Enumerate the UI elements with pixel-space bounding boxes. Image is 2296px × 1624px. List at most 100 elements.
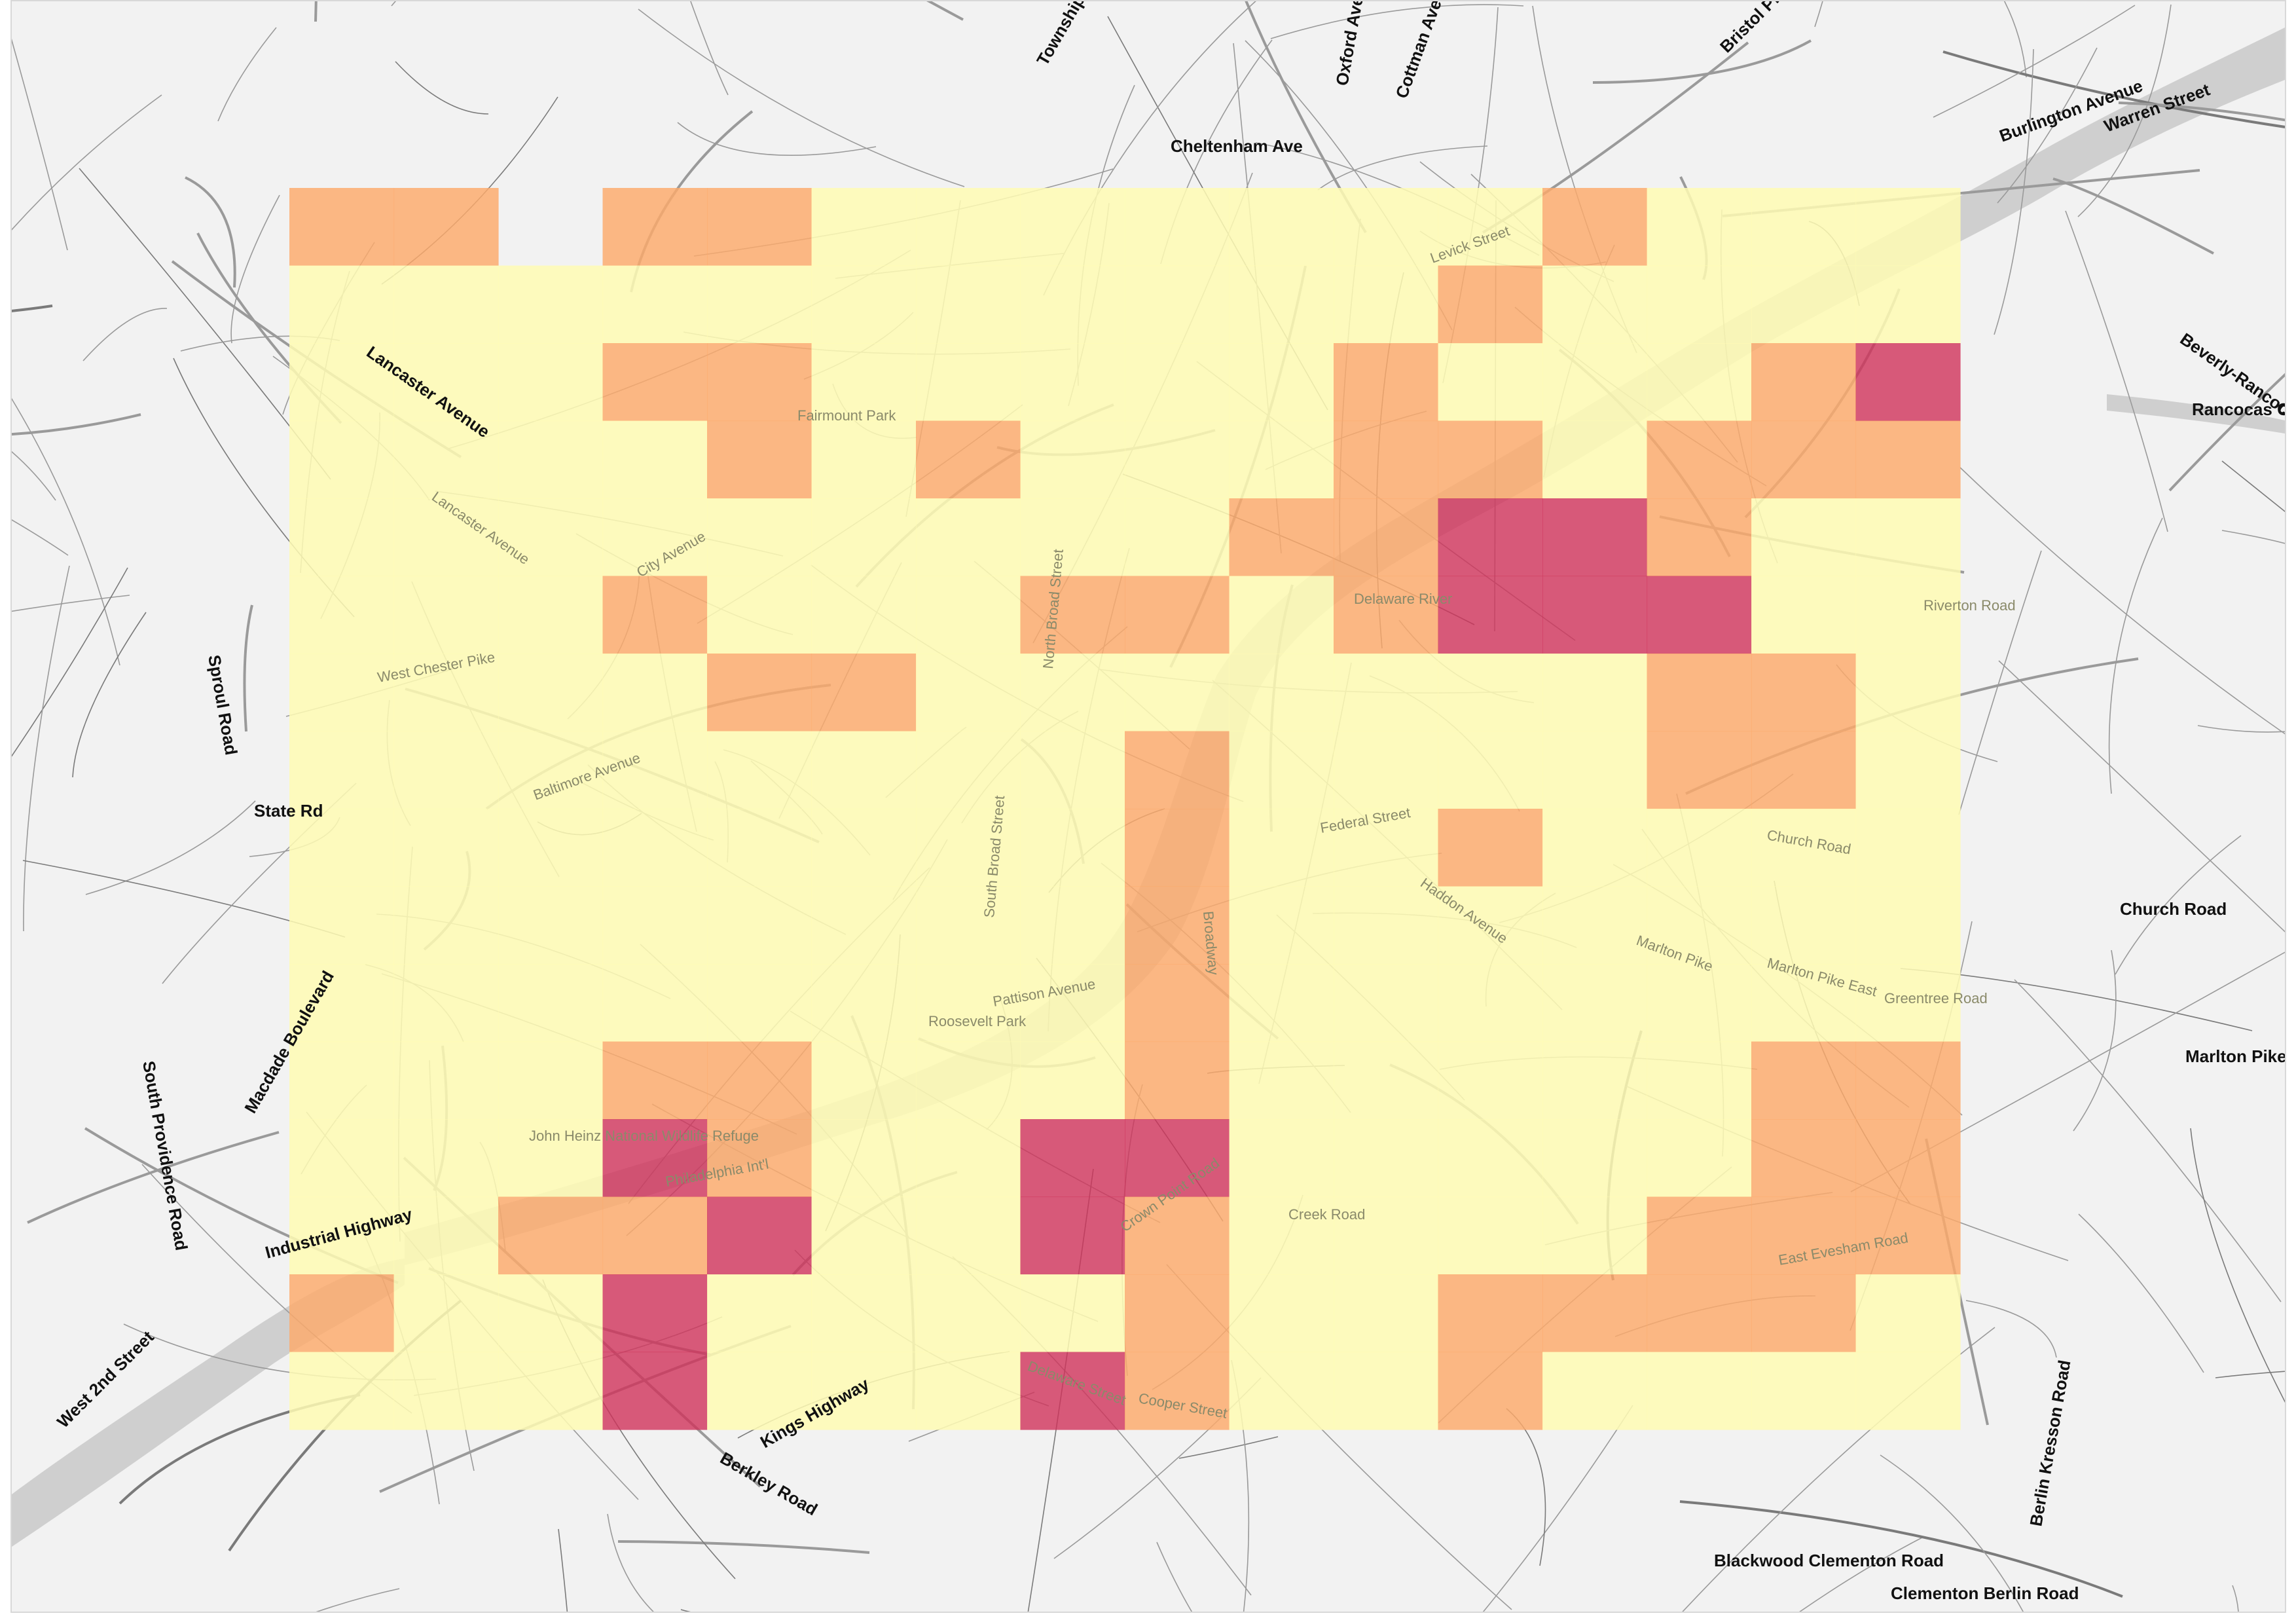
heatmap-cell-level-2[interactable] bbox=[1855, 1041, 1961, 1120]
heatmap-cell-level-1[interactable] bbox=[393, 809, 499, 887]
heatmap-cell-level-1[interactable] bbox=[393, 1041, 499, 1120]
heatmap-cell-level-1[interactable] bbox=[811, 265, 917, 344]
heatmap-cell-level-1[interactable] bbox=[1334, 188, 1439, 267]
heatmap-cell-level-1[interactable] bbox=[1542, 964, 1648, 1043]
heatmap-cell-level-1[interactable] bbox=[1229, 188, 1334, 267]
heatmap-cell-level-2[interactable] bbox=[1855, 1196, 1961, 1275]
heatmap-cell-level-1[interactable] bbox=[498, 343, 604, 422]
heatmap-cell-level-1[interactable] bbox=[811, 964, 917, 1043]
heatmap-cell-level-1[interactable] bbox=[811, 1119, 917, 1198]
heatmap-cell-level-1[interactable] bbox=[393, 265, 499, 344]
heatmap-cell-level-3[interactable] bbox=[1020, 1196, 1125, 1275]
heatmap-cell-level-1[interactable] bbox=[916, 809, 1021, 887]
heatmap-cell-level-1[interactable] bbox=[1647, 343, 1752, 422]
heatmap-cell-level-1[interactable] bbox=[1542, 420, 1648, 499]
heatmap-cell-level-1[interactable] bbox=[916, 964, 1021, 1043]
heatmap-cell-level-2[interactable] bbox=[1855, 420, 1961, 499]
heatmap-cell-level-1[interactable] bbox=[1334, 1196, 1439, 1275]
heatmap-cell-level-1[interactable] bbox=[1334, 1274, 1439, 1353]
heatmap-cell-level-1[interactable] bbox=[393, 1196, 499, 1275]
heatmap-cell-level-3[interactable] bbox=[602, 1119, 708, 1198]
heatmap-cell-level-1[interactable] bbox=[1438, 964, 1543, 1043]
heatmap-cell-level-1[interactable] bbox=[916, 886, 1021, 965]
heatmap-cell-level-3[interactable] bbox=[1020, 1119, 1125, 1198]
heatmap-cell-level-1[interactable] bbox=[1542, 265, 1648, 344]
heatmap-cell-level-2[interactable] bbox=[1438, 809, 1543, 887]
heatmap-cell-level-3[interactable] bbox=[602, 1352, 708, 1430]
heatmap-cell-level-2[interactable] bbox=[1334, 576, 1439, 654]
heatmap-cell-level-2[interactable] bbox=[1438, 1352, 1543, 1430]
heatmap-cell-level-1[interactable] bbox=[1647, 964, 1752, 1043]
heatmap-cell-level-2[interactable] bbox=[707, 420, 812, 499]
heatmap-cell-level-1[interactable] bbox=[1334, 1352, 1439, 1430]
heatmap-cell-level-1[interactable] bbox=[1542, 343, 1648, 422]
heatmap-cell-level-1[interactable] bbox=[1542, 1119, 1648, 1198]
heatmap-cell-level-2[interactable] bbox=[1334, 343, 1439, 422]
heatmap-cell-level-1[interactable] bbox=[811, 498, 917, 577]
heatmap-cell-level-1[interactable] bbox=[1855, 1274, 1961, 1353]
heatmap-cell-level-1[interactable] bbox=[707, 886, 812, 965]
heatmap-cell-level-1[interactable] bbox=[498, 498, 604, 577]
heatmap-cell-level-1[interactable] bbox=[498, 265, 604, 344]
heatmap-cell-level-2[interactable] bbox=[1855, 1119, 1961, 1198]
heatmap-cell-level-2[interactable] bbox=[1542, 188, 1648, 267]
heatmap-cell-level-1[interactable] bbox=[1438, 188, 1543, 267]
heatmap-cell-level-1[interactable] bbox=[1751, 809, 1857, 887]
heatmap-cell-level-1[interactable] bbox=[602, 265, 708, 344]
heatmap-cell-level-1[interactable] bbox=[1020, 343, 1125, 422]
heatmap-cell-level-1[interactable] bbox=[1542, 1196, 1648, 1275]
heatmap-cell-level-2[interactable] bbox=[1125, 1274, 1230, 1353]
heatmap-cell-level-1[interactable] bbox=[1020, 654, 1125, 732]
heatmap-cell-level-1[interactable] bbox=[393, 343, 499, 422]
heatmap-cell-level-1[interactable] bbox=[498, 809, 604, 887]
heatmap-cell-level-1[interactable] bbox=[602, 731, 708, 809]
heatmap-cell-level-1[interactable] bbox=[916, 576, 1021, 654]
heatmap-cell-level-1[interactable] bbox=[1125, 188, 1230, 267]
heatmap-cell-level-1[interactable] bbox=[811, 1274, 917, 1353]
heatmap-cell-level-1[interactable] bbox=[811, 1196, 917, 1275]
heatmap-cell-level-3[interactable] bbox=[1438, 576, 1543, 654]
heatmap-cell-level-1[interactable] bbox=[1647, 809, 1752, 887]
heatmap-cell-level-1[interactable] bbox=[811, 809, 917, 887]
heatmap-cell-level-1[interactable] bbox=[289, 420, 395, 499]
heatmap-cell-level-1[interactable] bbox=[1438, 1041, 1543, 1120]
heatmap-cell-level-3[interactable] bbox=[1542, 576, 1648, 654]
heatmap-cell-level-1[interactable] bbox=[289, 1119, 395, 1198]
heatmap-cell-level-1[interactable] bbox=[1334, 809, 1439, 887]
heatmap-cell-level-3[interactable] bbox=[707, 1196, 812, 1275]
heatmap-cell-level-1[interactable] bbox=[1647, 886, 1752, 965]
heatmap-cell-level-1[interactable] bbox=[602, 654, 708, 732]
heatmap-cell-level-2[interactable] bbox=[1020, 576, 1125, 654]
heatmap-cell-level-2[interactable] bbox=[1125, 1041, 1230, 1120]
heatmap-cell-level-1[interactable] bbox=[1334, 886, 1439, 965]
heatmap-cell-level-1[interactable] bbox=[602, 498, 708, 577]
heatmap-cell-level-1[interactable] bbox=[498, 1119, 604, 1198]
heatmap-cell-level-1[interactable] bbox=[498, 731, 604, 809]
heatmap-cell-level-1[interactable] bbox=[707, 1352, 812, 1430]
heatmap-cell-level-1[interactable] bbox=[1334, 265, 1439, 344]
heatmap-cell-level-1[interactable] bbox=[1542, 654, 1648, 732]
heatmap-cell-level-1[interactable] bbox=[289, 576, 395, 654]
heatmap-cell-level-1[interactable] bbox=[1020, 265, 1125, 344]
heatmap-cell-level-2[interactable] bbox=[1751, 420, 1857, 499]
heatmap-cell-level-1[interactable] bbox=[916, 1196, 1021, 1275]
heatmap-cell-level-1[interactable] bbox=[602, 964, 708, 1043]
heatmap-cell-level-1[interactable] bbox=[1125, 654, 1230, 732]
heatmap-cell-level-1[interactable] bbox=[498, 576, 604, 654]
heatmap-cell-level-1[interactable] bbox=[916, 1119, 1021, 1198]
heatmap-cell-level-1[interactable] bbox=[1229, 1352, 1334, 1430]
heatmap-cell-level-1[interactable] bbox=[1334, 654, 1439, 732]
heatmap-cell-level-1[interactable] bbox=[1647, 1119, 1752, 1198]
heatmap-cell-level-1[interactable] bbox=[1855, 809, 1961, 887]
heatmap-cell-level-1[interactable] bbox=[1229, 964, 1334, 1043]
heatmap-cell-level-1[interactable] bbox=[1542, 1041, 1648, 1120]
heatmap-cell-level-1[interactable] bbox=[1020, 498, 1125, 577]
heatmap-cell-level-1[interactable] bbox=[1438, 343, 1543, 422]
heatmap-cell-level-3[interactable] bbox=[1855, 343, 1961, 422]
heatmap-cell-level-2[interactable] bbox=[1125, 1196, 1230, 1275]
heatmap-cell-level-1[interactable] bbox=[289, 731, 395, 809]
heatmap-cell-level-2[interactable] bbox=[707, 654, 812, 732]
heatmap-cell-level-1[interactable] bbox=[602, 420, 708, 499]
heatmap-cell-level-1[interactable] bbox=[498, 1352, 604, 1430]
